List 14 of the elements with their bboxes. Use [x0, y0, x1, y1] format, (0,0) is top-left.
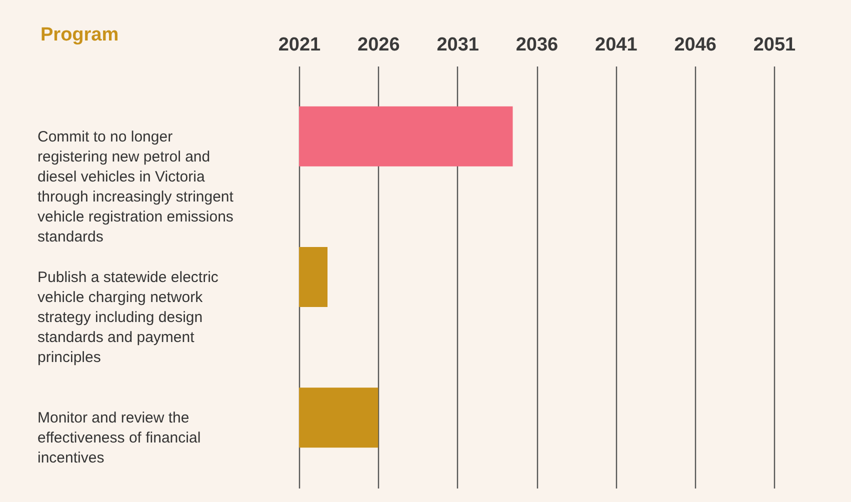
bar	[299, 106, 513, 166]
y-tick-label: Publish a statewide electric vehicle charging network strategy including design standards and payment principles	[38, 269, 219, 366]
x-tick-label: 2026	[358, 34, 400, 56]
bar	[299, 247, 328, 307]
x-tick-label: 2041	[595, 34, 638, 56]
x-tick-label: 2021	[278, 34, 322, 56]
x-tick-label: 2051	[753, 34, 796, 56]
y-tick-label: Commit to no longer registering new petrol and diesel vehicles in Victoria through increasingly stringent vehicle registration emissions standards	[38, 128, 234, 246]
y-tick-label: Monitor and review the effectiveness of financial incentives	[38, 410, 201, 467]
y-axis-title: Program	[40, 24, 119, 46]
bar	[299, 388, 378, 448]
x-tick-label: 2046	[674, 34, 716, 56]
x-tick-label: 2031	[436, 34, 480, 56]
x-tick-label: 2036	[516, 34, 558, 56]
